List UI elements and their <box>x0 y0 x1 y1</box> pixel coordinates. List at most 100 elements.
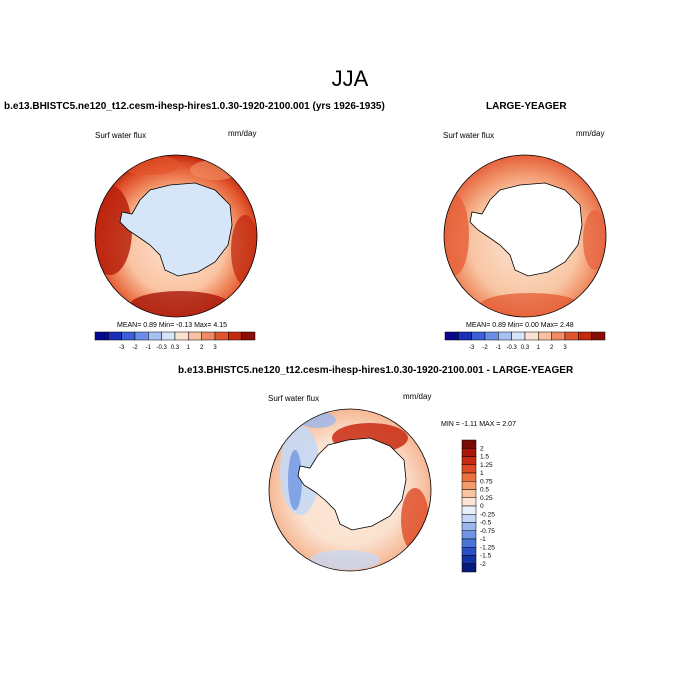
left-colorbar-tick-label: -1 <box>146 345 152 351</box>
diff-colorbar-tick-label: 1.5 <box>480 454 489 461</box>
diff-colorbar-swatch <box>461 448 477 457</box>
diff-colorbar-tick-label: 0 <box>480 503 484 510</box>
right-colorbar-tick-label: -1 <box>496 345 502 351</box>
left-colorbar-tick-label: 2 <box>200 345 204 351</box>
right-polar-map <box>443 154 607 318</box>
left-colorbar-tick-label: -0.3 <box>156 345 167 351</box>
diff-colorbar-tick-label: 1.25 <box>480 462 493 469</box>
figure-title: JJA <box>331 66 369 91</box>
left-colorbar-swatch <box>148 331 162 341</box>
right-colorbar-swatch <box>578 331 592 341</box>
right-colorbar-tick-label: 0.3 <box>521 345 530 351</box>
left-antarctica <box>119 182 233 277</box>
left-units-label: mm/day <box>228 129 257 138</box>
left-colorbar-swatch <box>161 331 176 341</box>
right-antarctica <box>469 182 583 277</box>
right-colorbar-swatch <box>458 331 472 341</box>
left-colorbar-swatch <box>228 331 242 341</box>
diff-colorbar-tick-label: -1 <box>480 536 486 543</box>
diff-colorbar-tick-label: -0.5 <box>480 520 492 527</box>
right-max-label: Max= <box>540 322 559 329</box>
right-colorbar-swatch <box>524 331 539 341</box>
right-colorbar-swatch <box>564 331 579 341</box>
right-variable-label: Surf water flux <box>443 131 495 140</box>
right-colorbar-swatch <box>591 331 606 341</box>
diff-colorbar-swatch <box>461 514 477 523</box>
diff-colorbar-swatch <box>461 481 477 490</box>
diff-colorbar: 21.51.2510.750.50.250-0.25-0.5-0.75-1-1.… <box>461 439 495 573</box>
diff-stats: MIN = -1.11 MAX = 2.07 <box>441 421 516 428</box>
diff-colorbar-tick-label: 0.75 <box>480 478 493 485</box>
left-polar-map <box>94 154 258 318</box>
left-colorbar-swatch <box>214 331 229 341</box>
diff-colorbar-tick-label: 0.25 <box>480 495 493 502</box>
right-min-label: Min= <box>507 322 524 329</box>
left-max-label: Max= <box>194 322 212 329</box>
left-colorbar-swatch <box>121 331 136 341</box>
left-colorbar-swatch <box>94 331 109 341</box>
diff-variable-label: Surf water flux <box>268 394 320 403</box>
left-mean-label: MEAN= <box>117 322 142 329</box>
right-colorbar-swatch <box>484 331 499 341</box>
diff-colorbar-swatch <box>461 497 477 507</box>
diff-colorbar-tick-label: 2 <box>480 445 484 452</box>
right-min-value: 0.00 <box>525 322 539 329</box>
left-stats: MEAN= 0.89 Min= -0.13 Max= 4.15 <box>117 322 227 329</box>
left-colorbar-swatch <box>134 331 149 341</box>
diff-colorbar-swatch <box>461 489 477 498</box>
diff-colorbar-swatch <box>461 563 477 573</box>
right-colorbar-tick-label: 1 <box>537 345 541 351</box>
left-colorbar-swatch <box>174 331 189 341</box>
right-colorbar-tick-label: -0.3 <box>506 345 517 351</box>
right-colorbar-tick-label: 2 <box>550 345 554 351</box>
diff-colorbar-swatch <box>461 456 477 465</box>
diff-units-label: mm/day <box>403 392 432 401</box>
diff-colorbar-tick-label: -1.5 <box>480 553 492 560</box>
left-colorbar-swatch <box>201 331 216 341</box>
diff-colorbar-swatch <box>461 530 477 540</box>
left-min-label: Min= <box>158 322 175 329</box>
right-stats: MEAN= 0.89 Min= 0.00 Max= 2.48 <box>466 322 574 329</box>
diff-colorbar-swatch <box>461 472 477 482</box>
left-colorbar-tick-label: -3 <box>119 345 125 351</box>
left-colorbar-swatch <box>108 331 122 341</box>
diff-colorbar-swatch <box>461 547 477 556</box>
diff-antarctica <box>297 437 407 531</box>
diff-colorbar-tick-label: -0.25 <box>480 511 495 518</box>
left-colorbar-tick-label: 3 <box>213 345 217 351</box>
right-colorbar-swatch <box>471 331 486 341</box>
diff-colorbar-swatch <box>461 439 477 449</box>
diff-polar-map <box>268 408 432 572</box>
right-colorbar-tick-label: -3 <box>469 345 475 351</box>
diff-colorbar-tick-label: -2 <box>480 561 486 568</box>
diff-colorbar-tick-label: 0.5 <box>480 487 489 494</box>
right-mean-value: 0.89 <box>492 322 506 329</box>
left-max-value: 4.15 <box>213 322 227 329</box>
right-colorbar-tick-label: -2 <box>482 345 488 351</box>
diff-colorbar-swatch <box>461 505 477 515</box>
right-colorbar-swatch <box>538 331 552 341</box>
left-colorbar-swatch <box>241 331 256 341</box>
left-colorbar: -3 -2 -1 -0.3 0.3 1 2 3 <box>94 331 256 351</box>
right-max-value: 2.48 <box>560 322 574 329</box>
left-colorbar-tick-label: 0.3 <box>171 345 180 351</box>
diff-colorbar-tick-label: 1 <box>480 470 484 477</box>
left-colorbar-swatch <box>188 331 202 341</box>
left-panel-title: b.e13.BHISTC5.ne120_t12.cesm-ihesp-hires… <box>4 101 385 112</box>
right-units-label: mm/day <box>576 129 605 138</box>
diff-colorbar-swatch <box>461 464 477 474</box>
right-colorbar-swatch <box>498 331 512 341</box>
diff-panel-title: b.e13.BHISTC5.ne120_t12.cesm-ihesp-hires… <box>178 365 574 376</box>
left-colorbar-tick-label: -2 <box>132 345 138 351</box>
diff-colorbar-tick-label: -0.75 <box>480 528 495 535</box>
right-colorbar-swatch <box>444 331 459 341</box>
right-colorbar-swatch <box>551 331 566 341</box>
diff-colorbar-swatch <box>461 522 477 531</box>
diff-colorbar-tick-label: -1.25 <box>480 544 495 551</box>
right-colorbar-tick-label: 3 <box>563 345 567 351</box>
left-min-value: -0.13 <box>176 322 193 329</box>
right-colorbar: -3 -2 -1 -0.3 0.3 1 2 3 <box>444 331 606 351</box>
right-colorbar-swatch <box>511 331 526 341</box>
right-panel-title: LARGE-YEAGER <box>486 101 567 112</box>
